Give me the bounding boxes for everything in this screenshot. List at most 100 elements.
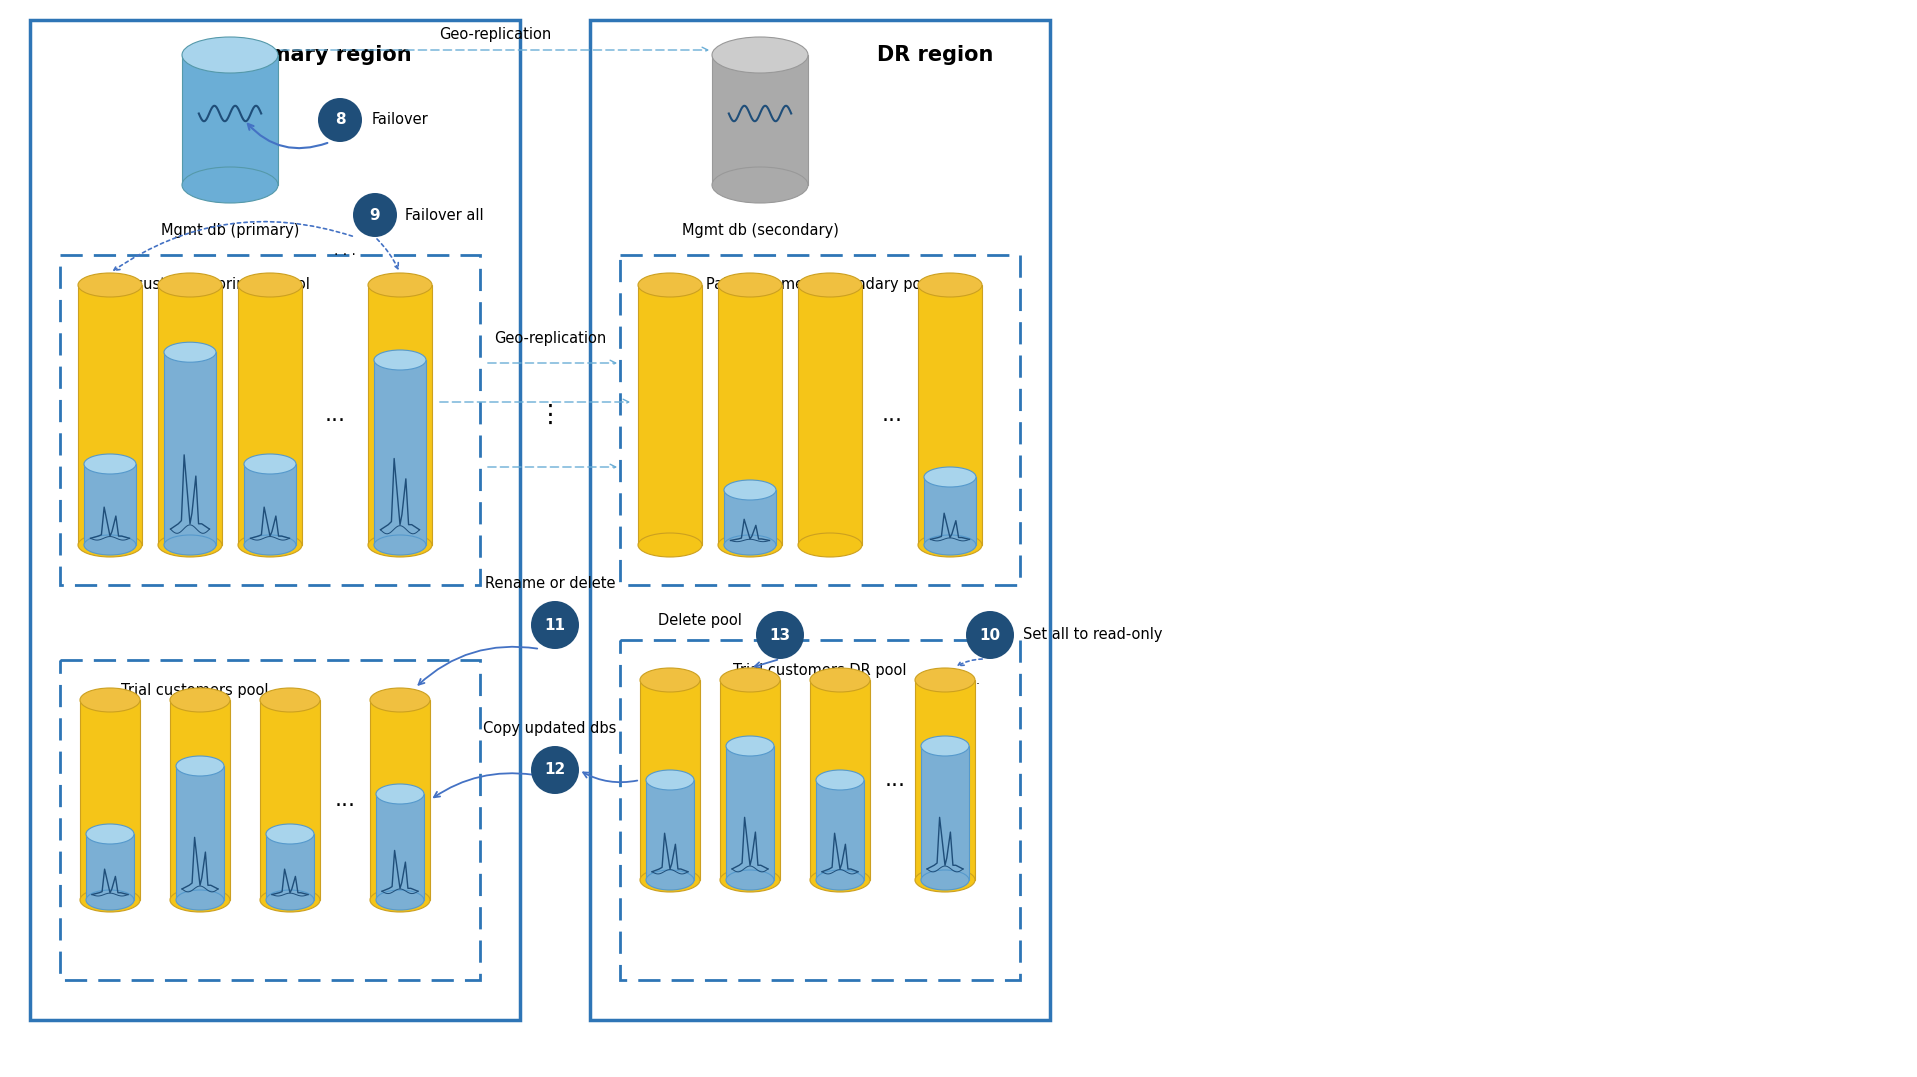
Text: 11: 11 — [544, 617, 566, 632]
Ellipse shape — [238, 533, 303, 557]
Bar — [811, 680, 870, 880]
Bar — [920, 746, 968, 880]
Bar — [79, 285, 142, 545]
Ellipse shape — [261, 688, 320, 712]
Ellipse shape — [711, 167, 807, 202]
Bar — [619, 640, 1020, 980]
Text: ...: ... — [884, 770, 905, 791]
Ellipse shape — [640, 668, 700, 693]
Bar — [59, 660, 479, 980]
Text: Rename or delete: Rename or delete — [485, 575, 615, 590]
Ellipse shape — [646, 770, 694, 791]
Text: 12: 12 — [544, 763, 566, 778]
Ellipse shape — [924, 535, 976, 555]
Ellipse shape — [914, 668, 976, 693]
Ellipse shape — [719, 272, 782, 297]
Ellipse shape — [171, 889, 230, 912]
Bar — [81, 700, 140, 900]
Ellipse shape — [914, 868, 976, 892]
Ellipse shape — [157, 533, 222, 557]
Ellipse shape — [924, 467, 976, 487]
Text: Failover all: Failover all — [404, 208, 483, 223]
Ellipse shape — [374, 350, 426, 370]
Ellipse shape — [531, 601, 579, 649]
Ellipse shape — [238, 272, 303, 297]
Ellipse shape — [318, 98, 362, 142]
Bar — [918, 285, 982, 545]
Ellipse shape — [84, 535, 136, 555]
Text: 10: 10 — [980, 628, 1001, 643]
Ellipse shape — [638, 272, 702, 297]
Bar — [719, 285, 782, 545]
Bar — [725, 490, 776, 545]
Text: · · ·: · · · — [334, 248, 357, 262]
Bar — [84, 464, 136, 545]
Bar — [727, 746, 774, 880]
Ellipse shape — [165, 535, 217, 555]
Ellipse shape — [86, 824, 134, 844]
Text: Failover: Failover — [372, 112, 429, 127]
Ellipse shape — [638, 533, 702, 557]
Ellipse shape — [719, 533, 782, 557]
Bar — [59, 255, 479, 585]
Ellipse shape — [797, 533, 863, 557]
Ellipse shape — [165, 342, 217, 362]
Text: Copy updated dbs: Copy updated dbs — [483, 721, 617, 736]
Ellipse shape — [721, 668, 780, 693]
Ellipse shape — [966, 611, 1014, 659]
Ellipse shape — [918, 272, 982, 297]
Bar — [31, 20, 520, 1020]
Bar — [182, 55, 278, 185]
Ellipse shape — [370, 889, 429, 912]
Text: · · ·: · · · — [960, 679, 980, 691]
Ellipse shape — [817, 870, 865, 890]
Ellipse shape — [376, 784, 424, 805]
Bar — [261, 700, 320, 900]
Ellipse shape — [370, 688, 429, 712]
Ellipse shape — [920, 736, 968, 756]
Ellipse shape — [243, 454, 295, 474]
Bar — [376, 794, 424, 900]
Ellipse shape — [918, 533, 982, 557]
Bar — [176, 766, 224, 900]
Bar — [165, 352, 217, 545]
Ellipse shape — [176, 756, 224, 777]
Bar — [368, 285, 431, 545]
Text: Delete pool: Delete pool — [658, 613, 742, 628]
Text: Trial customers pool: Trial customers pool — [121, 683, 268, 698]
Ellipse shape — [266, 824, 314, 844]
Text: 8: 8 — [335, 112, 345, 127]
Bar — [817, 780, 865, 880]
Text: Mgmt db (primary): Mgmt db (primary) — [161, 223, 299, 238]
Text: Paid customers primary pool: Paid customers primary pool — [100, 278, 311, 293]
Ellipse shape — [640, 868, 700, 892]
Bar — [646, 780, 694, 880]
Bar — [171, 700, 230, 900]
Bar — [914, 680, 976, 880]
Text: Paid customers secondary pool: Paid customers secondary pool — [705, 278, 934, 293]
Text: Mgmt db (secondary): Mgmt db (secondary) — [682, 223, 838, 238]
Ellipse shape — [811, 868, 870, 892]
Bar — [619, 255, 1020, 585]
Ellipse shape — [261, 889, 320, 912]
Text: Geo-replication: Geo-replication — [495, 331, 606, 346]
Ellipse shape — [725, 535, 776, 555]
Ellipse shape — [86, 890, 134, 910]
Ellipse shape — [176, 890, 224, 910]
Text: Trial customers DR pool: Trial customers DR pool — [732, 662, 907, 677]
Text: DR region: DR region — [876, 45, 993, 65]
Ellipse shape — [376, 890, 424, 910]
Ellipse shape — [81, 688, 140, 712]
Text: ...: ... — [882, 405, 903, 425]
Text: Geo-replication: Geo-replication — [439, 28, 550, 42]
Text: ...: ... — [334, 791, 355, 810]
Ellipse shape — [182, 37, 278, 73]
Ellipse shape — [84, 454, 136, 474]
Ellipse shape — [797, 272, 863, 297]
Bar — [86, 834, 134, 900]
Bar — [370, 700, 429, 900]
Ellipse shape — [755, 611, 803, 659]
Ellipse shape — [721, 868, 780, 892]
Text: ⋮: ⋮ — [537, 403, 562, 426]
Bar — [157, 285, 222, 545]
